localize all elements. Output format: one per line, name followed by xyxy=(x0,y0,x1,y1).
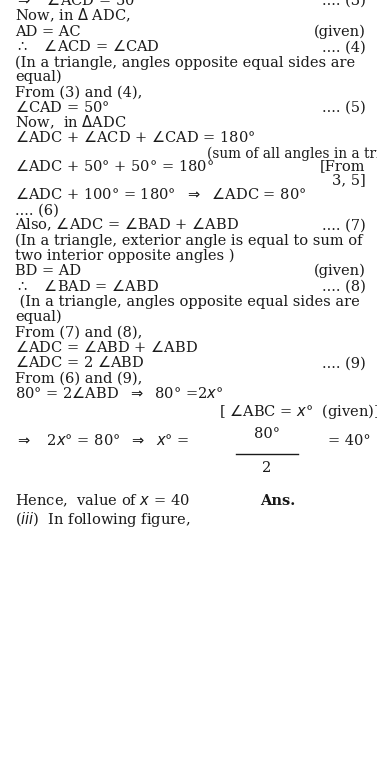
Text: Also, $\angle$ADC = $\angle$BAD + $\angle$ABD: Also, $\angle$ADC = $\angle$BAD + $\angl… xyxy=(15,216,239,233)
Text: $\angle$CAD = 50°: $\angle$CAD = 50° xyxy=(15,99,110,115)
Text: $\angle$ADC = $\angle$ABD + $\angle$ABD: $\angle$ADC = $\angle$ABD + $\angle$ABD xyxy=(15,340,198,355)
Text: .... (5): .... (5) xyxy=(322,101,366,115)
Text: $\angle$ADC + $\angle$ACD + $\angle$CAD = 180°: $\angle$ADC + $\angle$ACD + $\angle$CAD … xyxy=(15,130,255,145)
Text: .... (6): .... (6) xyxy=(15,203,59,217)
Text: From (6) and (9),: From (6) and (9), xyxy=(15,372,143,386)
Text: equal): equal) xyxy=(15,70,62,84)
Text: (In a triangle, angles opposite equal sides are: (In a triangle, angles opposite equal si… xyxy=(15,295,360,309)
Text: (In a triangle, angles opposite equal sides are: (In a triangle, angles opposite equal si… xyxy=(15,55,355,70)
Text: .... (9): .... (9) xyxy=(322,356,366,370)
Text: $\Rightarrow$   2$x$° = 80°  $\Rightarrow$  $x$° =: $\Rightarrow$ 2$x$° = 80° $\Rightarrow$ … xyxy=(15,433,190,448)
Text: BD = AD: BD = AD xyxy=(15,265,81,278)
Text: $\angle$ADC + 100° = 180°  $\Rightarrow$  $\angle$ADC = 80°: $\angle$ADC + 100° = 180° $\Rightarrow$ … xyxy=(15,187,307,202)
Text: AD = AC: AD = AC xyxy=(15,25,81,39)
Text: $\therefore$   $\angle$ACD = $\angle$CAD: $\therefore$ $\angle$ACD = $\angle$CAD xyxy=(15,39,160,54)
Text: = 40°: = 40° xyxy=(328,435,371,448)
Text: (sum of all angles in a triangle is 180°): (sum of all angles in a triangle is 180°… xyxy=(207,146,377,161)
Text: From (7) and (8),: From (7) and (8), xyxy=(15,326,143,340)
Text: Hence,  value of $x$ = 40: Hence, value of $x$ = 40 xyxy=(15,492,191,509)
Text: ($iii$)  In following figure,: ($iii$) In following figure, xyxy=(15,510,191,529)
Text: .... (4): .... (4) xyxy=(322,41,366,54)
Text: [ $\angle$ABC = $x$°  (given)]: [ $\angle$ABC = $x$° (given)] xyxy=(219,402,377,422)
Text: (given): (given) xyxy=(314,24,366,39)
Text: [From: [From xyxy=(320,160,366,174)
Text: $\angle$ADC = 2 $\angle$ABD: $\angle$ADC = 2 $\angle$ABD xyxy=(15,355,144,370)
Text: $\therefore$   $\angle$BAD = $\angle$ABD: $\therefore$ $\angle$BAD = $\angle$ABD xyxy=(15,278,159,294)
Text: equal): equal) xyxy=(15,310,62,324)
Text: Now, in $\Delta$ ADC,: Now, in $\Delta$ ADC, xyxy=(15,7,130,24)
Text: 80°: 80° xyxy=(254,428,280,441)
Text: .... (7): .... (7) xyxy=(322,219,366,233)
Text: .... (8): .... (8) xyxy=(322,280,366,294)
Text: 2: 2 xyxy=(262,461,271,474)
Text: (In a triangle, exterior angle is equal to sum of: (In a triangle, exterior angle is equal … xyxy=(15,233,363,248)
Text: Now,  in $\Delta$ADC: Now, in $\Delta$ADC xyxy=(15,113,127,131)
Text: 80° = 2$\angle$ABD  $\Rightarrow$  80° =2$x$°: 80° = 2$\angle$ABD $\Rightarrow$ 80° =2$… xyxy=(15,386,223,401)
Text: $\Rightarrow$   $\angle$ACD = 50°: $\Rightarrow$ $\angle$ACD = 50° xyxy=(15,0,142,8)
Text: (given): (given) xyxy=(314,264,366,278)
Text: 3, 5]: 3, 5] xyxy=(332,174,366,187)
Text: From (3) and (4),: From (3) and (4), xyxy=(15,86,143,99)
Text: .... (3): .... (3) xyxy=(322,0,366,8)
Text: two interior opposite angles ): two interior opposite angles ) xyxy=(15,249,234,263)
Text: Ans.: Ans. xyxy=(260,494,296,508)
Text: $\angle$ADC + 50° + 50° = 180°: $\angle$ADC + 50° + 50° = 180° xyxy=(15,158,214,174)
